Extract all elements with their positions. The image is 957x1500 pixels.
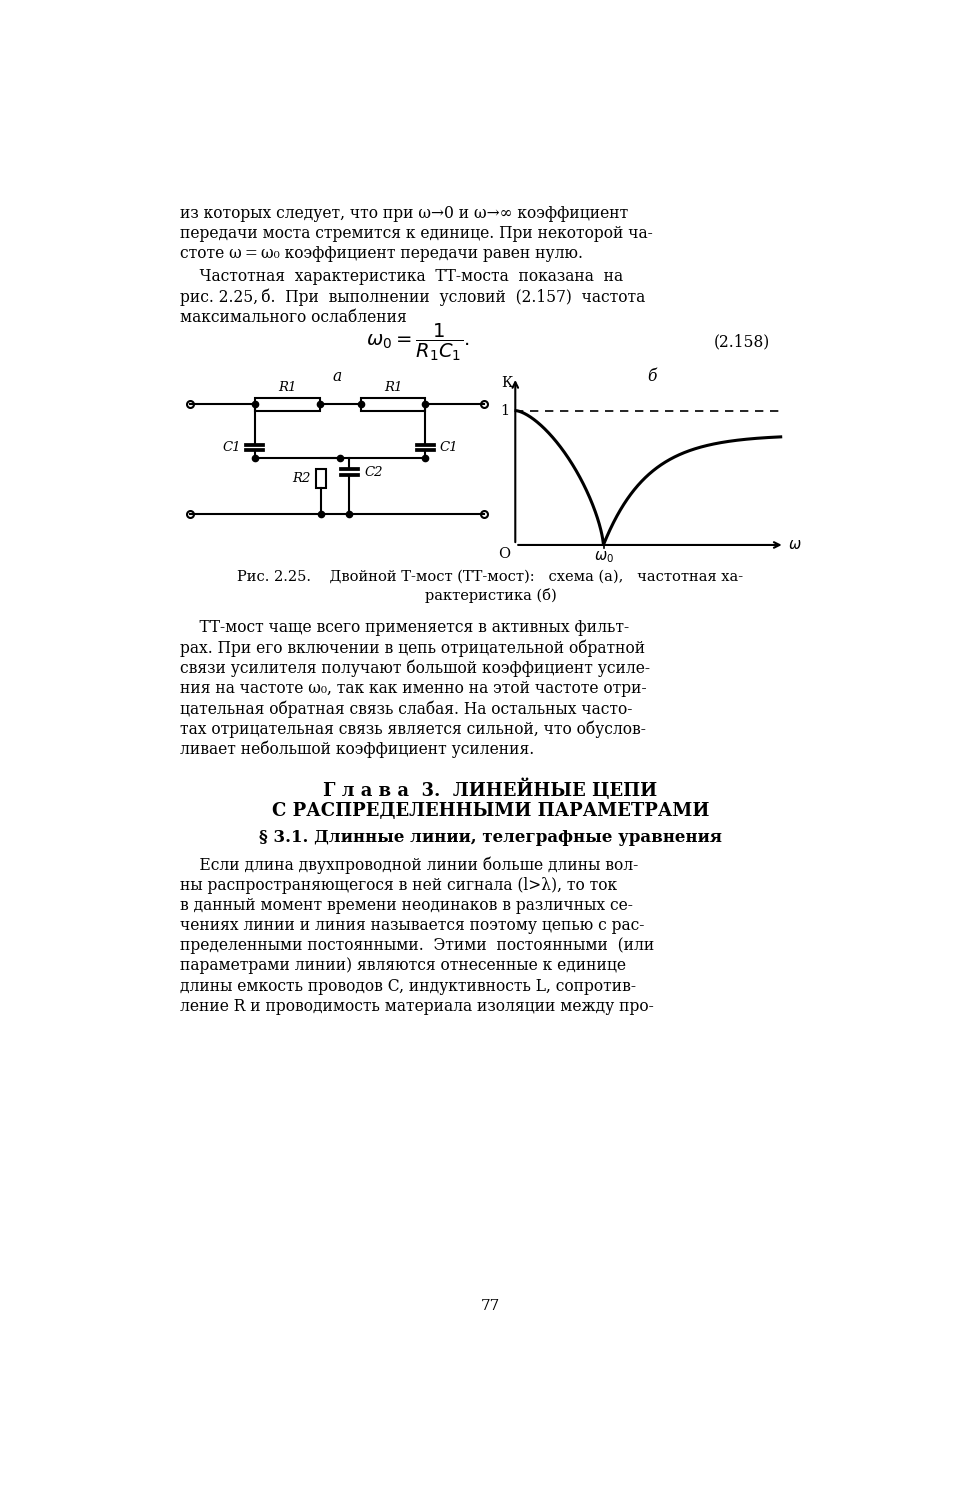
Text: тах отрицательная связь является сильной, что обуслов-: тах отрицательная связь является сильной…	[180, 720, 646, 738]
Text: $\omega$: $\omega$	[788, 538, 801, 552]
Text: ление R и проводимость материала изоляции между про-: ление R и проводимость материала изоляци…	[180, 998, 654, 1014]
Text: а: а	[333, 368, 342, 386]
Text: рактеристика (б): рактеристика (б)	[425, 588, 556, 603]
Text: § 3.1. Длинные линии, телеграфные уравнения: § 3.1. Длинные линии, телеграфные уравне…	[259, 830, 722, 846]
Text: длины емкость проводов C, индуктивность L, сопротив-: длины емкость проводов C, индуктивность …	[180, 978, 636, 994]
Text: цательная обратная связь слабая. На остальных часто-: цательная обратная связь слабая. На оста…	[180, 700, 633, 717]
Text: чениях линии и линия называется поэтому цепью с рас-: чениях линии и линия называется поэтому …	[180, 916, 644, 934]
Text: Г л а в а  3.  ЛИНЕЙНЫЕ ЦЕПИ: Г л а в а 3. ЛИНЕЙНЫЕ ЦЕПИ	[323, 778, 657, 801]
Text: пределенными постоянными.  Этими  постоянными  (или: пределенными постоянными. Этими постоянн…	[180, 938, 655, 954]
Text: 77: 77	[480, 1299, 501, 1314]
Text: ТТ-мост чаще всего применяется в активных фильт-: ТТ-мост чаще всего применяется в активны…	[180, 620, 629, 636]
Text: параметрами линии) являются отнесенные к единице: параметрами линии) являются отнесенные к…	[180, 957, 626, 975]
Text: (2.158): (2.158)	[714, 333, 770, 351]
Text: стоте ω = ω₀ коэффициент передачи равен нулю.: стоте ω = ω₀ коэффициент передачи равен …	[180, 244, 583, 262]
Text: из которых следует, что при ω→0 и ω→∞ коэффициент: из которых следует, что при ω→0 и ω→∞ ко…	[180, 204, 629, 222]
Text: ния на частоте ω₀, так как именно на этой частоте отри-: ния на частоте ω₀, так как именно на это…	[180, 680, 647, 698]
Text: R2: R2	[292, 471, 310, 484]
Text: ливает небольшой коэффициент усиления.: ливает небольшой коэффициент усиления.	[180, 741, 534, 758]
Text: ны распространяющегося в ней сигнала (l>λ), то ток: ны распространяющегося в ней сигнала (l>…	[180, 876, 617, 894]
Text: 1: 1	[501, 404, 510, 417]
Bar	[316, 468, 325, 488]
Text: C1: C1	[439, 441, 457, 454]
Text: Частотная  характеристика  ТТ-моста  показана  на: Частотная характеристика ТТ-моста показа…	[180, 268, 623, 285]
Text: $\omega_0$: $\omega_0$	[594, 549, 614, 566]
Text: Если длина двухпроводной линии больше длины вол-: Если длина двухпроводной линии больше дл…	[180, 856, 638, 874]
Text: $\omega_0 = \dfrac{1}{R_1C_1}.$: $\omega_0 = \dfrac{1}{R_1C_1}.$	[367, 321, 470, 363]
Text: б: б	[647, 368, 657, 386]
Text: C2: C2	[365, 465, 383, 478]
Bar	[361, 399, 426, 411]
Text: R1: R1	[384, 381, 402, 394]
Text: передачи моста стремится к единице. При некоторой ча-: передачи моста стремится к единице. При …	[180, 225, 653, 242]
Text: O: O	[499, 548, 511, 561]
Text: рис. 2.25, б.  При  выполнении  условий  (2.157)  частота: рис. 2.25, б. При выполнении условий (2.…	[180, 288, 645, 306]
Bar	[255, 399, 320, 411]
Text: в данный момент времени неодинаков в различных се-: в данный момент времени неодинаков в раз…	[180, 897, 633, 914]
Text: рах. При его включении в цепь отрицательной обратной: рах. При его включении в цепь отрицатель…	[180, 639, 645, 657]
Text: C1: C1	[222, 441, 241, 454]
Text: связи усилителя получают большой коэффициент усиле-: связи усилителя получают большой коэффиц…	[180, 660, 650, 678]
Text: С РАСПРЕДЕЛЕННЫМИ ПАРАМЕТРАМИ: С РАСПРЕДЕЛЕННЫМИ ПАРАМЕТРАМИ	[272, 802, 709, 820]
Text: Рис. 2.25.    Двойной Т-мост (ТТ-мост):   схема (а),   частотная ха-: Рис. 2.25. Двойной Т-мост (ТТ-мост): схе…	[237, 570, 744, 584]
Text: максимального ослабления: максимального ослабления	[180, 309, 407, 326]
Text: К: К	[501, 375, 512, 390]
Text: R1: R1	[278, 381, 297, 394]
